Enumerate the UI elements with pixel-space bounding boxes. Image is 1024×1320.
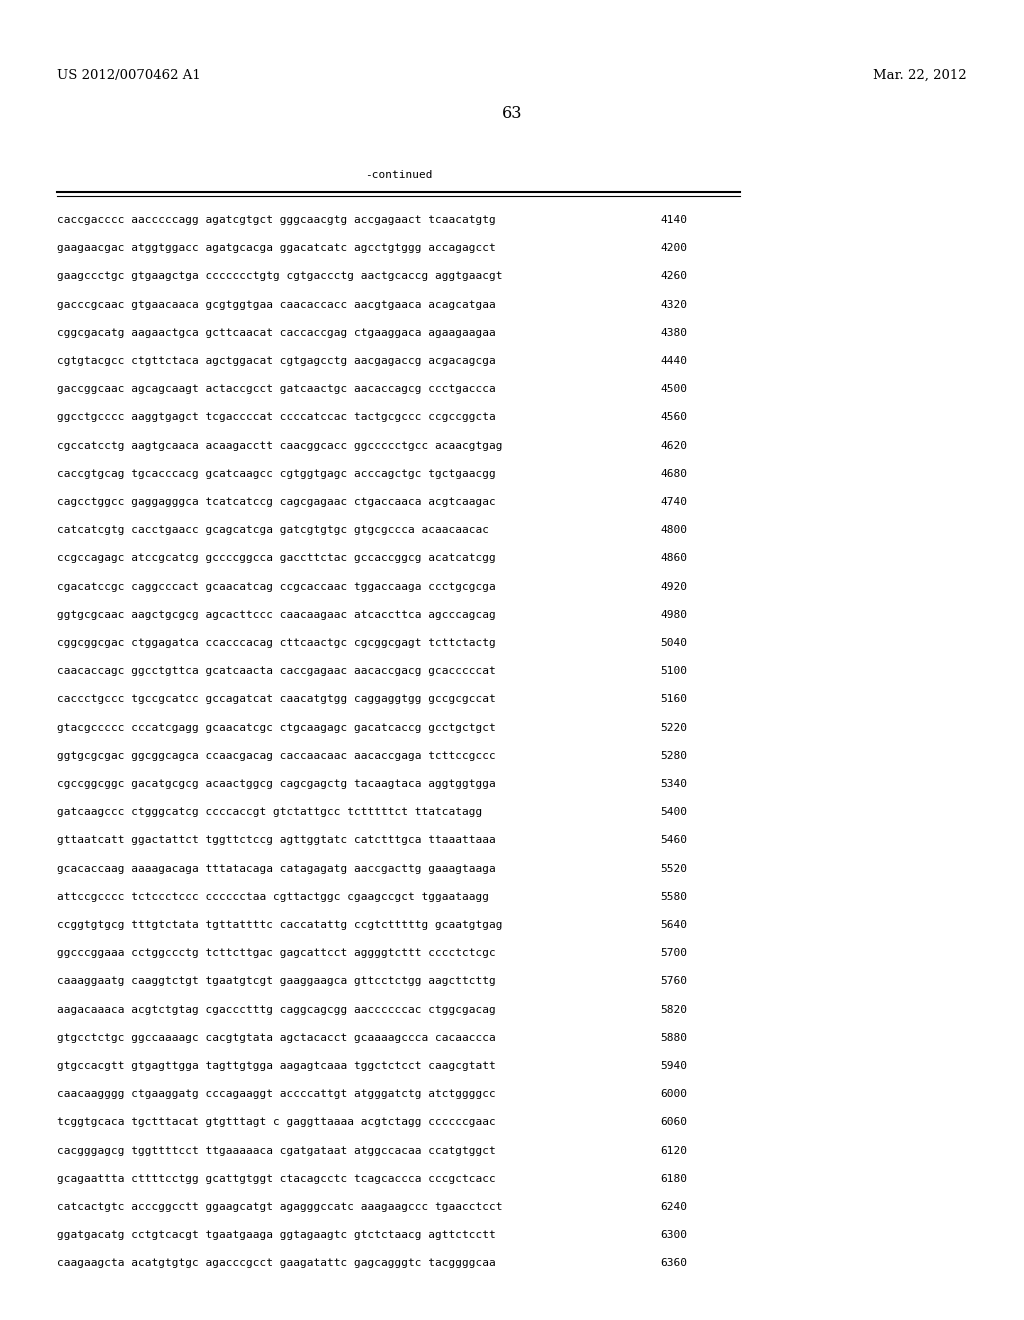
Text: caccctgccc tgccgcatcc gccagatcat caacatgtgg caggaggtgg gccgcgccat: caccctgccc tgccgcatcc gccagatcat caacatg… <box>57 694 496 705</box>
Text: 6060: 6060 <box>660 1118 687 1127</box>
Text: 4620: 4620 <box>660 441 687 450</box>
Text: caacaagggg ctgaaggatg cccagaaggt accccattgt atgggatctg atctggggcc: caacaagggg ctgaaggatg cccagaaggt accccat… <box>57 1089 496 1100</box>
Text: cacgggagcg tggttttcct ttgaaaaaca cgatgataat atggccacaa ccatgtggct: cacgggagcg tggttttcct ttgaaaaaca cgatgat… <box>57 1146 496 1155</box>
Text: ggatgacatg cctgtcacgt tgaatgaaga ggtagaagtc gtctctaacg agttctcctt: ggatgacatg cctgtcacgt tgaatgaaga ggtagaa… <box>57 1230 496 1241</box>
Text: ggcccggaaa cctggccctg tcttcttgac gagcattcct aggggtcttt cccctctcgc: ggcccggaaa cctggccctg tcttcttgac gagcatt… <box>57 948 496 958</box>
Text: catcactgtc acccggcctt ggaagcatgt agagggccatc aaagaagccc tgaacctcct: catcactgtc acccggcctt ggaagcatgt agagggc… <box>57 1203 503 1212</box>
Text: 5520: 5520 <box>660 863 687 874</box>
Text: ggcctgcccc aaggtgagct tcgaccccat ccccatccac tactgcgccc ccgccggcta: ggcctgcccc aaggtgagct tcgaccccat ccccatc… <box>57 412 496 422</box>
Text: 5280: 5280 <box>660 751 687 760</box>
Text: aagacaaaca acgtctgtag cgaccctttg caggcagcgg aaccccccac ctggcgacag: aagacaaaca acgtctgtag cgaccctttg caggcag… <box>57 1005 496 1015</box>
Text: attccgcccc tctccctccc cccccctaa cgttactggc cgaagccgct tggaataagg: attccgcccc tctccctccc cccccctaa cgttactg… <box>57 892 489 902</box>
Text: US 2012/0070462 A1: US 2012/0070462 A1 <box>57 69 201 82</box>
Text: 4500: 4500 <box>660 384 687 395</box>
Text: cgccatcctg aagtgcaaca acaagacctt caacggcacc ggccccctgcc acaacgtgag: cgccatcctg aagtgcaaca acaagacctt caacggc… <box>57 441 503 450</box>
Text: 4320: 4320 <box>660 300 687 310</box>
Text: caccgtgcag tgcacccacg gcatcaagcc cgtggtgagc acccagctgc tgctgaacgg: caccgtgcag tgcacccacg gcatcaagcc cgtggtg… <box>57 469 496 479</box>
Text: gacccgcaac gtgaacaaca gcgtggtgaa caacaccacc aacgtgaaca acagcatgaa: gacccgcaac gtgaacaaca gcgtggtgaa caacacc… <box>57 300 496 310</box>
Text: 6180: 6180 <box>660 1173 687 1184</box>
Text: ggtgcgcgac ggcggcagca ccaacgacag caccaacaac aacaccgaga tcttccgccc: ggtgcgcgac ggcggcagca ccaacgacag caccaac… <box>57 751 496 760</box>
Text: ccggtgtgcg tttgtctata tgttattttc caccatattg ccgtctttttg gcaatgtgag: ccggtgtgcg tttgtctata tgttattttc caccata… <box>57 920 503 931</box>
Text: 6300: 6300 <box>660 1230 687 1241</box>
Text: 5220: 5220 <box>660 722 687 733</box>
Text: 5100: 5100 <box>660 667 687 676</box>
Text: cagcctggcc gaggagggca tcatcatccg cagcgagaac ctgaccaaca acgtcaagac: cagcctggcc gaggagggca tcatcatccg cagcgag… <box>57 498 496 507</box>
Text: 5340: 5340 <box>660 779 687 789</box>
Text: caagaagcta acatgtgtgc agacccgcct gaagatattc gagcagggtc tacggggcaa: caagaagcta acatgtgtgc agacccgcct gaagata… <box>57 1258 496 1269</box>
Text: cggcggcgac ctggagatca ccacccacag cttcaactgc cgcggcgagt tcttctactg: cggcggcgac ctggagatca ccacccacag cttcaac… <box>57 638 496 648</box>
Text: ggtgcgcaac aagctgcgcg agcacttccc caacaagaac atcaccttca agcccagcag: ggtgcgcaac aagctgcgcg agcacttccc caacaag… <box>57 610 496 620</box>
Text: 4740: 4740 <box>660 498 687 507</box>
Text: 6360: 6360 <box>660 1258 687 1269</box>
Text: 5700: 5700 <box>660 948 687 958</box>
Text: 6000: 6000 <box>660 1089 687 1100</box>
Text: cgccggcggc gacatgcgcg acaactggcg cagcgagctg tacaagtaca aggtggtgga: cgccggcggc gacatgcgcg acaactggcg cagcgag… <box>57 779 496 789</box>
Text: gcacaccaag aaaagacaga tttatacaga catagagatg aaccgacttg gaaagtaaga: gcacaccaag aaaagacaga tttatacaga catagag… <box>57 863 496 874</box>
Text: 6240: 6240 <box>660 1203 687 1212</box>
Text: gaccggcaac agcagcaagt actaccgcct gatcaactgc aacaccagcg ccctgaccca: gaccggcaac agcagcaagt actaccgcct gatcaac… <box>57 384 496 395</box>
Text: gttaatcatt ggactattct tggttctccg agttggtatc catctttgca ttaaattaaa: gttaatcatt ggactattct tggttctccg agttggt… <box>57 836 496 845</box>
Text: gcagaattta cttttcctgg gcattgtggt ctacagcctc tcagcaccca cccgctcacc: gcagaattta cttttcctgg gcattgtggt ctacagc… <box>57 1173 496 1184</box>
Text: 4380: 4380 <box>660 327 687 338</box>
Text: gaagaacgac atggtggacc agatgcacga ggacatcatc agcctgtggg accagagcct: gaagaacgac atggtggacc agatgcacga ggacatc… <box>57 243 496 253</box>
Text: 4680: 4680 <box>660 469 687 479</box>
Text: 4560: 4560 <box>660 412 687 422</box>
Text: caccgacccc aacccccagg agatcgtgct gggcaacgtg accgagaact tcaacatgtg: caccgacccc aacccccagg agatcgtgct gggcaac… <box>57 215 496 224</box>
Text: 6120: 6120 <box>660 1146 687 1155</box>
Text: catcatcgtg cacctgaacc gcagcatcga gatcgtgtgc gtgcgccca acaacaacac: catcatcgtg cacctgaacc gcagcatcga gatcgtg… <box>57 525 489 535</box>
Text: 5820: 5820 <box>660 1005 687 1015</box>
Text: -continued: -continued <box>365 170 432 180</box>
Text: 4140: 4140 <box>660 215 687 224</box>
Text: cgacatccgc caggcccact gcaacatcag ccgcaccaac tggaccaaga ccctgcgcga: cgacatccgc caggcccact gcaacatcag ccgcacc… <box>57 582 496 591</box>
Text: cgtgtacgcc ctgttctaca agctggacat cgtgagcctg aacgagaccg acgacagcga: cgtgtacgcc ctgttctaca agctggacat cgtgagc… <box>57 356 496 366</box>
Text: 5160: 5160 <box>660 694 687 705</box>
Text: caacaccagc ggcctgttca gcatcaacta caccgagaac aacaccgacg gcacccccat: caacaccagc ggcctgttca gcatcaacta caccgag… <box>57 667 496 676</box>
Text: gaagccctgc gtgaagctga ccccccctgtg cgtgaccctg aactgcaccg aggtgaacgt: gaagccctgc gtgaagctga ccccccctgtg cgtgac… <box>57 272 503 281</box>
Text: 4980: 4980 <box>660 610 687 620</box>
Text: 5640: 5640 <box>660 920 687 931</box>
Text: ccgccagagc atccgcatcg gccccggcca gaccttctac gccaccggcg acatcatcgg: ccgccagagc atccgcatcg gccccggcca gaccttc… <box>57 553 496 564</box>
Text: tcggtgcaca tgctttacat gtgtttagt c gaggttaaaa acgtctagg ccccccgaac: tcggtgcaca tgctttacat gtgtttagt c gaggtt… <box>57 1118 496 1127</box>
Text: 4440: 4440 <box>660 356 687 366</box>
Text: gtgcctctgc ggccaaaagc cacgtgtata agctacacct gcaaaagccca cacaaccca: gtgcctctgc ggccaaaagc cacgtgtata agctaca… <box>57 1032 496 1043</box>
Text: 4200: 4200 <box>660 243 687 253</box>
Text: 4920: 4920 <box>660 582 687 591</box>
Text: Mar. 22, 2012: Mar. 22, 2012 <box>873 69 967 82</box>
Text: 5760: 5760 <box>660 977 687 986</box>
Text: 5580: 5580 <box>660 892 687 902</box>
Text: cggcgacatg aagaactgca gcttcaacat caccaccgag ctgaaggaca agaagaagaa: cggcgacatg aagaactgca gcttcaacat caccacc… <box>57 327 496 338</box>
Text: 5940: 5940 <box>660 1061 687 1071</box>
Text: caaaggaatg caaggtctgt tgaatgtcgt gaaggaagca gttcctctgg aagcttcttg: caaaggaatg caaggtctgt tgaatgtcgt gaaggaa… <box>57 977 496 986</box>
Text: 63: 63 <box>502 104 522 121</box>
Text: 4860: 4860 <box>660 553 687 564</box>
Text: 4800: 4800 <box>660 525 687 535</box>
Text: 5400: 5400 <box>660 808 687 817</box>
Text: gatcaagccc ctgggcatcg ccccaccgt gtctattgcc tctttttct ttatcatagg: gatcaagccc ctgggcatcg ccccaccgt gtctattg… <box>57 808 482 817</box>
Text: 5040: 5040 <box>660 638 687 648</box>
Text: 4260: 4260 <box>660 272 687 281</box>
Text: 5460: 5460 <box>660 836 687 845</box>
Text: gtgccacgtt gtgagttgga tagttgtgga aagagtcaaa tggctctcct caagcgtatt: gtgccacgtt gtgagttgga tagttgtgga aagagtc… <box>57 1061 496 1071</box>
Text: gtacgccccc cccatcgagg gcaacatcgc ctgcaagagc gacatcaccg gcctgctgct: gtacgccccc cccatcgagg gcaacatcgc ctgcaag… <box>57 722 496 733</box>
Text: 5880: 5880 <box>660 1032 687 1043</box>
